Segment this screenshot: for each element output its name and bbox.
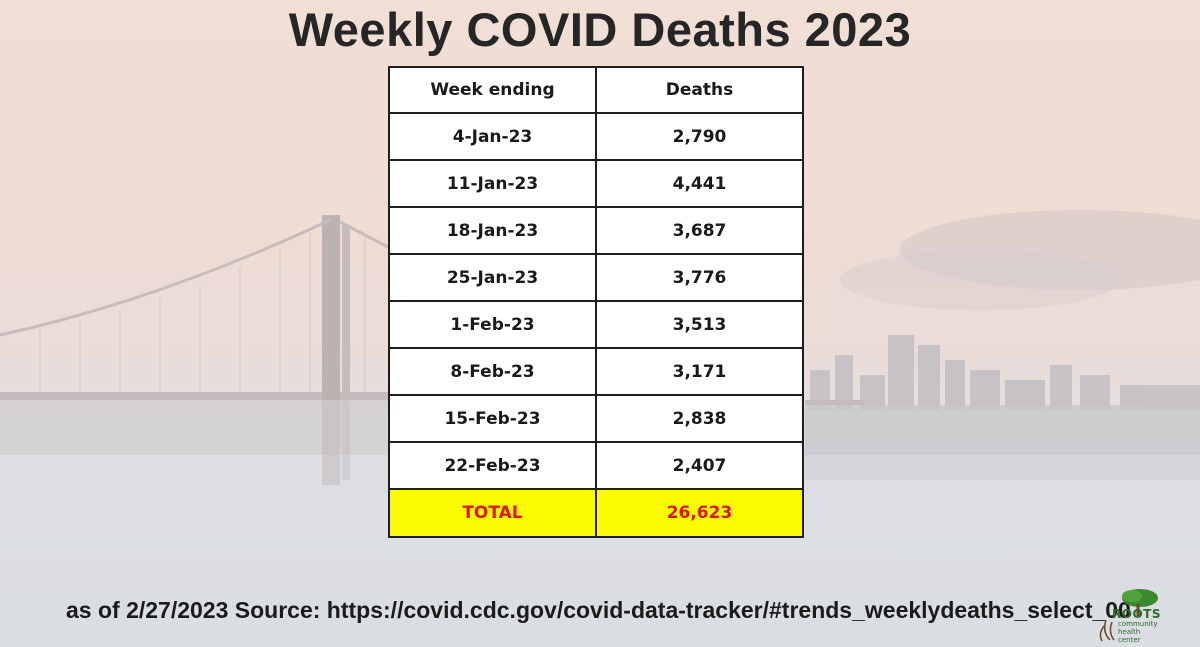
deaths-cell: 3,687 xyxy=(595,206,804,255)
deaths-cell: 2,790 xyxy=(595,112,804,161)
deaths-table: Week ending Deaths 4-Jan-23 2,790 11-Jan… xyxy=(388,66,804,538)
deaths-cell: 2,407 xyxy=(595,441,804,490)
week-cell: 25-Jan-23 xyxy=(388,253,597,302)
column-header-deaths: Deaths xyxy=(595,66,804,114)
column-header-week: Week ending xyxy=(388,66,597,114)
table-row: 25-Jan-23 3,776 xyxy=(388,253,804,302)
table-row: 15-Feb-23 2,838 xyxy=(388,394,804,443)
table-row: 18-Jan-23 3,687 xyxy=(388,206,804,255)
deaths-cell: 3,171 xyxy=(595,347,804,396)
deaths-cell: 3,776 xyxy=(595,253,804,302)
table-row: 4-Jan-23 2,790 xyxy=(388,112,804,161)
table-row: 1-Feb-23 3,513 xyxy=(388,300,804,349)
deaths-cell: 3,513 xyxy=(595,300,804,349)
week-cell: 4-Jan-23 xyxy=(388,112,597,161)
table-header-row: Week ending Deaths xyxy=(388,66,804,114)
deaths-table-container: Week ending Deaths 4-Jan-23 2,790 11-Jan… xyxy=(388,66,804,538)
roots-tree-logo-icon xyxy=(1099,589,1158,642)
week-cell: 15-Feb-23 xyxy=(388,394,597,443)
week-cell: 1-Feb-23 xyxy=(388,300,597,349)
week-cell: 8-Feb-23 xyxy=(388,347,597,396)
table-row: 8-Feb-23 3,171 xyxy=(388,347,804,396)
deaths-cell: 2,838 xyxy=(595,394,804,443)
total-row: TOTAL 26,623 xyxy=(388,488,804,538)
logo-subtitle: community health center xyxy=(1118,620,1158,644)
total-label: TOTAL xyxy=(388,488,597,538)
total-value: 26,623 xyxy=(595,488,804,538)
deaths-cell: 4,441 xyxy=(595,159,804,208)
week-cell: 18-Jan-23 xyxy=(388,206,597,255)
week-cell: 11-Jan-23 xyxy=(388,159,597,208)
page-title: Weekly COVID Deaths 2023 xyxy=(288,3,912,56)
week-cell: 22-Feb-23 xyxy=(388,441,597,490)
logo-name: ROOTS xyxy=(1112,607,1161,621)
source-note: as of 2/27/2023 Source: https://covid.cd… xyxy=(66,597,1131,623)
table-row: 22-Feb-23 2,407 xyxy=(388,441,804,490)
table-row: 11-Jan-23 4,441 xyxy=(388,159,804,208)
